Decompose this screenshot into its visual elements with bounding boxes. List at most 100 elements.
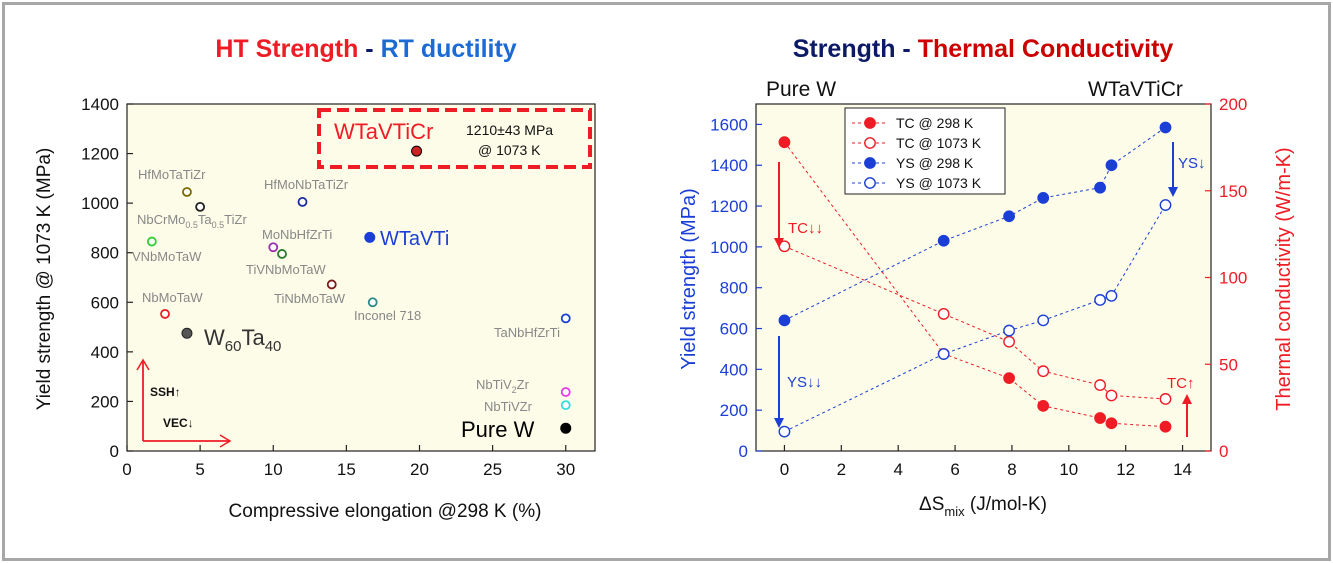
label-wtavticr-temp: @ 1073 K	[478, 142, 541, 158]
right-title: Strength - Thermal Conductivity	[793, 35, 1174, 63]
series-3-point	[1003, 324, 1015, 337]
series-1-point	[1105, 389, 1118, 402]
right-y-left-tick-label: 800	[720, 279, 748, 298]
series-0-point	[778, 136, 791, 149]
pure-w-label: Pure W	[766, 78, 836, 101]
right-y-axis-label-left: Yield strength (MPa)	[678, 188, 700, 370]
left-y-tick-label: 600	[91, 293, 119, 312]
legend-marker	[864, 117, 876, 129]
right-x-tick-label: 14	[1173, 460, 1192, 479]
right-series	[778, 121, 1172, 438]
series-2-point	[1094, 181, 1106, 194]
tc-up-label: TC↑	[1167, 375, 1195, 392]
label-vnbmotaw: VNbMoTaW	[132, 249, 202, 264]
point-vnbmotaw	[146, 236, 157, 247]
right-chart: 0 2 4 6 8 10 12 1402004006008001000120014001600…	[678, 78, 1295, 519]
series-1-point	[937, 308, 950, 320]
right-x-tick-label: 4	[893, 460, 902, 479]
tc-down-label: TC↓↓	[788, 220, 823, 237]
series-2-point	[1105, 159, 1118, 172]
ys-down-single-label: YS↓	[1178, 155, 1206, 172]
label-tinbmotaw: TiNbMoTaW	[274, 291, 346, 306]
point-wtavti	[364, 231, 376, 243]
legend-label: TC @ 1073 K	[896, 135, 982, 151]
series-1-point	[1003, 335, 1015, 348]
left-x-tick-label: 20	[410, 460, 429, 479]
series-0-point	[1159, 420, 1172, 433]
right-y-left-tick-label: 400	[720, 360, 748, 379]
series-3-point	[1037, 314, 1050, 327]
point-tinbmotaw	[326, 279, 337, 290]
right-y-axis-label-right: Thermal conductivity (W/m-K)	[1273, 147, 1295, 410]
legend-label: YS @ 298 K	[896, 155, 974, 171]
label-nbtiv2zr: NbTiV2Zr	[476, 377, 530, 395]
legend-marker	[864, 177, 876, 189]
label-monbhfzrti: MoNbHfZrTi	[262, 227, 332, 242]
left-x-axis-label: Compressive elongation @298 K (%)	[229, 501, 542, 522]
right-y-right-tick-label: 100	[1219, 269, 1247, 288]
point-nbtiv2zr	[560, 387, 571, 397]
point-inconel-718	[367, 297, 378, 308]
ys-down-label: YS↓↓	[787, 374, 822, 391]
right-x-tick-label: 2	[837, 460, 846, 479]
right-x-tick-label: 10	[1059, 460, 1078, 479]
vec-label: VEC↓	[163, 416, 194, 430]
left-x-tick-label: 5	[195, 460, 204, 479]
series-2-point	[937, 234, 950, 247]
left-title-part1: HT Strength	[215, 35, 358, 63]
series-3-point	[937, 348, 950, 360]
left-x-tick-label: 10	[264, 460, 283, 479]
point-nbcrmo0-5ta0-5tizr	[195, 201, 206, 212]
right-y-right-tick-label: 50	[1219, 355, 1238, 374]
wtavticr-highlight-box	[317, 108, 592, 169]
label-hfmotatizr: HfMoTaTiZr	[138, 167, 206, 182]
right-x-axis-label: ΔSmix (J/mol-K)	[919, 494, 1047, 519]
label-nbmotaw: NbMoTaW	[142, 290, 203, 305]
right-y-right-tick-label: 0	[1219, 442, 1228, 461]
series-1-point	[1037, 365, 1050, 378]
right-y-left-tick-label: 1000	[710, 238, 748, 257]
point-monbhfzrti	[268, 242, 279, 253]
series-1-point	[1159, 393, 1172, 405]
wtavticr-top-label: WTaVTiCr	[1088, 78, 1183, 101]
series-0-point	[1037, 399, 1050, 412]
right-y-left-tick-label: 1200	[710, 197, 748, 216]
left-x-tick-label: 25	[483, 460, 502, 479]
label-pure-w: Pure W	[461, 417, 535, 442]
series-2-point	[1159, 121, 1172, 134]
right-title-sep: -	[895, 35, 917, 63]
left-y-tick-label: 800	[91, 244, 119, 263]
label-tanbhfzrti: TaNbHfZrTi	[494, 325, 560, 340]
right-title-part1: Strength	[793, 35, 896, 63]
series-3-point	[1159, 199, 1172, 211]
right-x-tick-label: 8	[1007, 460, 1016, 479]
left-y-tick-label: 1000	[81, 194, 119, 213]
right-y-left-tick-label: 1400	[710, 156, 748, 175]
series-3-point	[778, 425, 791, 438]
right-y-right-tick-label: 200	[1219, 95, 1247, 114]
left-y-tick-label: 1200	[81, 145, 119, 164]
series-0-point	[1094, 412, 1106, 424]
right-x-tick-label: 6	[950, 460, 959, 479]
left-y-tick-label: 200	[91, 392, 119, 411]
legend-label: TC @ 298 K	[896, 115, 974, 131]
left-y-axis-label: Yield strength @ 1073 K (MPa)	[34, 148, 55, 411]
series-0-point	[1105, 417, 1118, 430]
right-y-left-tick-label: 0	[739, 442, 748, 461]
series-3-point	[1094, 294, 1106, 306]
label-inconel: Inconel 718	[354, 308, 421, 323]
left-y-tick-label: 0	[110, 442, 119, 461]
point-hfmonbtatizr	[297, 197, 308, 207]
legend-marker	[864, 157, 876, 169]
point-hfmotatizr	[182, 187, 192, 197]
right-x-tick-label: 12	[1116, 460, 1135, 479]
right-axis-ticks: 0 2 4 6 8 10 12 1402004006008001000120014001600…	[710, 95, 1247, 479]
point-pure-w	[560, 422, 572, 434]
right-y-right-tick-label: 150	[1219, 182, 1247, 201]
legend-marker	[864, 137, 876, 149]
point-wtavticr	[411, 145, 423, 157]
left-title: HT Strength - RT ductility	[215, 35, 516, 63]
point-w60ta40	[181, 327, 193, 339]
left-x-tick-label: 30	[556, 460, 575, 479]
